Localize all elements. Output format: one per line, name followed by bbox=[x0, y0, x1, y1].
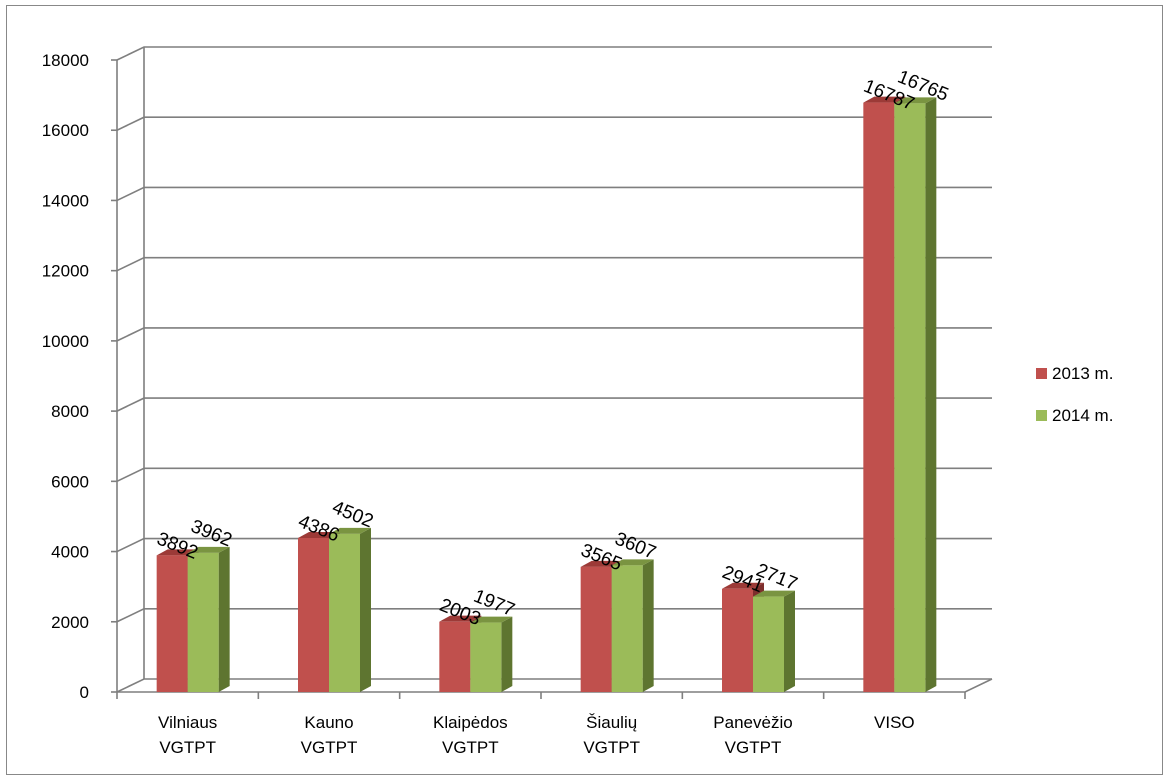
x-category-label: VISO bbox=[874, 713, 915, 732]
bar-top bbox=[329, 527, 371, 534]
bars bbox=[156, 96, 937, 692]
y-tick-label: 14000 bbox=[42, 191, 89, 210]
y-axis-tick-labels: 0 2000 4000 6000 8000 10000 12000 14000 16000 180… bbox=[42, 51, 89, 702]
bar-side bbox=[360, 527, 371, 692]
gridlines bbox=[116, 46, 992, 693]
bar bbox=[156, 555, 188, 692]
bar bbox=[439, 621, 471, 692]
y-tick-label: 18000 bbox=[42, 51, 89, 70]
bar-top bbox=[863, 96, 906, 103]
legend-label: 2013 m. bbox=[1052, 364, 1113, 383]
x-category-label: Šiaulių VGTPT bbox=[583, 713, 640, 757]
bar bbox=[894, 103, 926, 692]
bar-side bbox=[642, 559, 654, 692]
x-category-label: Kauno VGTPT bbox=[301, 713, 358, 757]
bar-top bbox=[611, 559, 654, 566]
y-tick-label: 16000 bbox=[42, 121, 89, 140]
gridline bbox=[116, 607, 992, 623]
axes bbox=[111, 47, 993, 699]
bar-side bbox=[925, 97, 937, 692]
bar bbox=[329, 533, 360, 692]
gridline bbox=[116, 256, 992, 272]
bar bbox=[611, 565, 643, 692]
x-category-label: Klaipėdos VGTPT bbox=[433, 713, 508, 757]
gridline bbox=[116, 186, 992, 202]
legend-swatch bbox=[1036, 368, 1047, 379]
bar-side bbox=[218, 546, 230, 692]
bar bbox=[187, 552, 219, 692]
gridline bbox=[116, 46, 992, 61]
bar-top bbox=[439, 615, 482, 622]
bar-top bbox=[470, 616, 513, 623]
bar bbox=[863, 102, 895, 692]
bar-top bbox=[753, 590, 795, 597]
y-tick-label: 10000 bbox=[42, 332, 89, 351]
x-category-label: Panevėžio VGTPT bbox=[713, 713, 792, 757]
bar-top bbox=[894, 97, 937, 104]
y-tick-label: 12000 bbox=[42, 262, 89, 281]
bar bbox=[298, 538, 329, 692]
bar bbox=[470, 622, 502, 692]
gridline bbox=[116, 116, 992, 131]
gridline bbox=[116, 327, 992, 342]
legend-swatch bbox=[1036, 410, 1047, 421]
y-tick-label: 8000 bbox=[51, 402, 89, 421]
bar-top bbox=[187, 546, 230, 553]
bar bbox=[753, 596, 784, 692]
legend: 2013 m. 2014 m. bbox=[1036, 364, 1113, 425]
gridline bbox=[116, 467, 992, 483]
bar-top bbox=[722, 582, 764, 589]
gridline bbox=[116, 537, 992, 553]
y-tick-label: 6000 bbox=[51, 472, 89, 491]
bar bbox=[580, 566, 612, 692]
gridline bbox=[116, 678, 992, 693]
bar-side bbox=[501, 616, 513, 692]
y-tick-label: 4000 bbox=[51, 543, 89, 562]
x-category-label: Vilniaus VGTPT bbox=[158, 713, 217, 757]
x-axis-line bbox=[117, 678, 993, 693]
y-tick-label: 2000 bbox=[51, 613, 89, 632]
y-tick-label: 0 bbox=[80, 683, 89, 702]
x-axis-category-labels: Vilniaus VGTPT Kauno VGTPT Klaipėdos VGTPT Šia… bbox=[158, 713, 915, 757]
gridline bbox=[116, 397, 992, 412]
bar-side bbox=[784, 590, 795, 692]
legend-label: 2014 m. bbox=[1052, 406, 1113, 425]
bar bbox=[722, 588, 753, 692]
